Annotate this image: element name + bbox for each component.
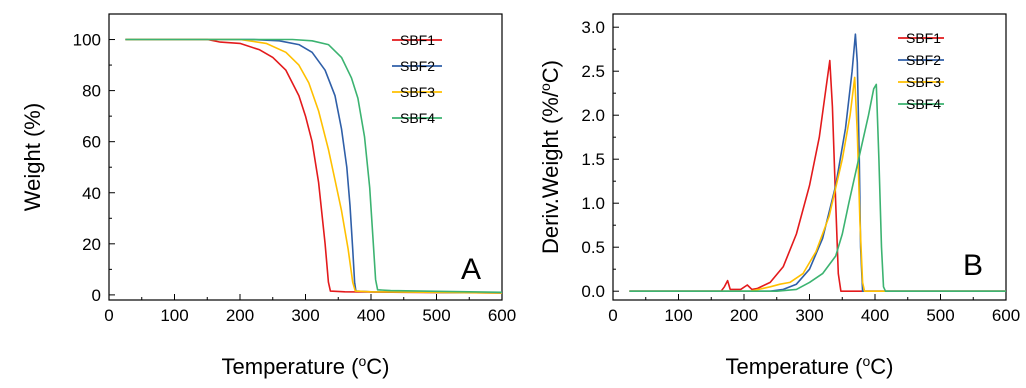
x-axis-title: Temperature (oC) xyxy=(222,353,390,379)
y-tick-label: 2.0 xyxy=(581,106,605,125)
x-axis-title: Temperature (oC) xyxy=(726,353,894,379)
y-tick-label: 0.0 xyxy=(581,282,605,301)
x-tick-label: 100 xyxy=(664,306,692,325)
x-tick-label: 200 xyxy=(730,306,758,325)
legend-label: SBF2 xyxy=(906,52,941,68)
y-tick-label: 60 xyxy=(82,133,101,152)
series-line-sbf2 xyxy=(125,38,502,294)
series-line-sbf3 xyxy=(629,76,1006,292)
plot-frame xyxy=(612,13,1007,301)
series-line-sbf4 xyxy=(125,38,502,294)
y-axis-title: Deriv.Weight (%/oC) xyxy=(537,60,563,254)
x-tick-label: 200 xyxy=(226,306,254,325)
series-line-sbf4 xyxy=(629,83,1006,292)
y-tick-label: 20 xyxy=(82,235,101,254)
series-line-sbf2 xyxy=(629,33,1006,292)
y-tick-label: 0.5 xyxy=(581,238,605,257)
x-tick-label: 600 xyxy=(488,306,516,325)
y-tick-label: 0 xyxy=(92,286,101,305)
series-group xyxy=(629,33,1006,292)
x-tick-label: 300 xyxy=(291,306,319,325)
x-tick-label: 100 xyxy=(160,306,188,325)
legend: SBF1 SBF2 SBF3 SBF4 xyxy=(392,32,442,126)
legend-label: SBF3 xyxy=(400,84,435,100)
x-tick-label: 0 xyxy=(608,306,617,325)
x-tick-label: 400 xyxy=(861,306,889,325)
x-tick-label: 300 xyxy=(795,306,823,325)
legend-label: SBF2 xyxy=(400,58,435,74)
x-tick-label: 500 xyxy=(422,306,450,325)
legend-label: SBF1 xyxy=(906,30,941,46)
chart-panel-a: 0 100 200 300 400 500 600 0 20 40 60 80 100 Temperatu… xyxy=(20,13,516,379)
y-tick-label: 1.0 xyxy=(581,194,605,213)
y-tick-label: 1.5 xyxy=(581,150,605,169)
plot-frame xyxy=(108,13,503,301)
series-line-sbf1 xyxy=(629,59,1006,292)
legend-label: SBF1 xyxy=(400,32,435,48)
legend-label: SBF4 xyxy=(906,96,941,112)
panel-label: A xyxy=(461,253,481,286)
legend: SBF1 SBF2 SBF3 SBF4 xyxy=(898,30,944,112)
x-tick-label: 0 xyxy=(104,306,113,325)
x-tick-label: 500 xyxy=(926,306,954,325)
x-tick-label: 400 xyxy=(357,306,385,325)
series-group xyxy=(125,38,502,294)
series-line-sbf1 xyxy=(125,38,502,294)
y-tick-label: 3.0 xyxy=(581,18,605,37)
y-tick-label: 40 xyxy=(82,184,101,203)
y-axis-title: Weight (%) xyxy=(20,103,45,211)
x-tick-label: 600 xyxy=(992,306,1020,325)
panel-label: B xyxy=(963,249,983,282)
series-line-sbf3 xyxy=(125,38,502,294)
y-tick-label: 100 xyxy=(73,31,101,50)
y-tick-label: 2.5 xyxy=(581,62,605,81)
chart-panel-b: 0 100 200 300 400 500 600 0.0 0.5 1.0 1.5 2.0 2.5 3.0… xyxy=(537,13,1020,379)
legend-label: SBF3 xyxy=(906,74,941,90)
legend-label: SBF4 xyxy=(400,110,435,126)
y-tick-label: 80 xyxy=(82,82,101,101)
